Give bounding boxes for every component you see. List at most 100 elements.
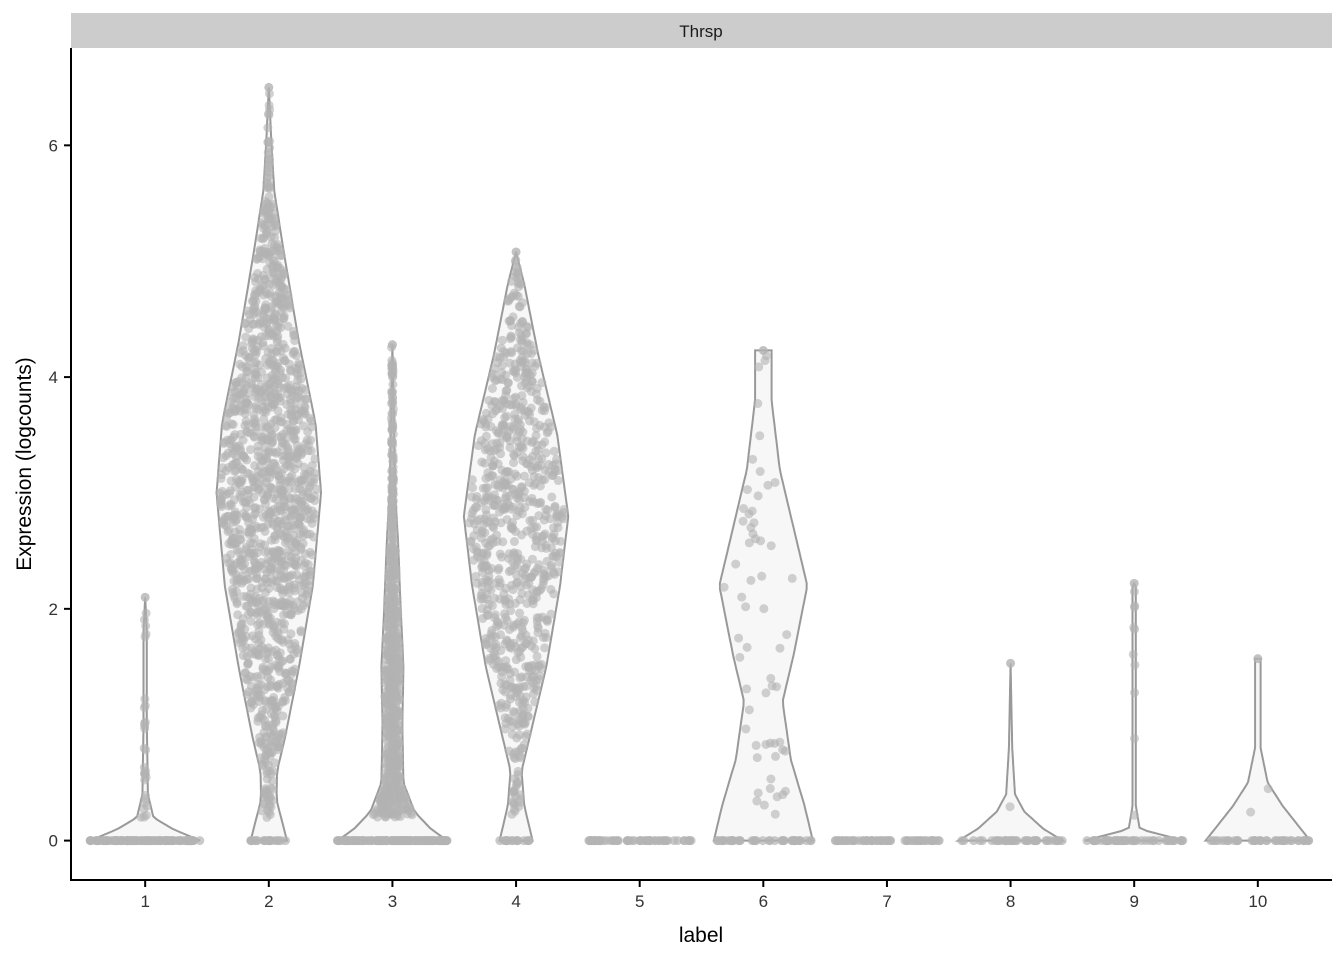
violin-group-1 bbox=[85, 592, 205, 846]
point bbox=[467, 513, 477, 523]
point bbox=[269, 399, 279, 409]
point bbox=[519, 406, 529, 416]
point bbox=[216, 500, 226, 510]
point bbox=[480, 528, 490, 538]
point bbox=[306, 567, 316, 577]
point-max bbox=[758, 345, 768, 355]
point bbox=[494, 700, 504, 710]
point bbox=[274, 738, 284, 748]
point bbox=[550, 569, 560, 579]
point bbox=[489, 523, 499, 533]
point bbox=[900, 836, 910, 846]
point bbox=[385, 678, 395, 688]
point bbox=[231, 441, 241, 451]
point bbox=[746, 575, 756, 585]
point bbox=[387, 495, 397, 505]
point bbox=[540, 402, 550, 412]
point bbox=[287, 506, 297, 516]
point bbox=[525, 416, 535, 426]
point bbox=[306, 493, 316, 503]
point bbox=[279, 560, 289, 570]
point bbox=[759, 604, 769, 614]
point bbox=[377, 796, 387, 806]
point bbox=[1089, 836, 1099, 846]
point bbox=[384, 640, 394, 650]
point bbox=[742, 642, 752, 652]
point bbox=[555, 536, 565, 546]
point bbox=[482, 605, 492, 615]
point bbox=[491, 656, 501, 666]
point bbox=[494, 563, 504, 573]
point bbox=[235, 348, 245, 358]
point bbox=[1101, 836, 1111, 846]
point bbox=[505, 294, 515, 304]
point bbox=[478, 594, 488, 604]
point bbox=[248, 418, 258, 428]
point bbox=[228, 403, 238, 413]
point bbox=[908, 836, 918, 846]
point bbox=[515, 595, 525, 605]
point bbox=[387, 424, 397, 434]
point bbox=[271, 717, 281, 727]
point bbox=[280, 696, 290, 706]
point bbox=[497, 335, 507, 345]
point bbox=[278, 711, 288, 721]
point bbox=[384, 794, 394, 804]
point-max bbox=[511, 247, 521, 257]
point bbox=[279, 313, 289, 323]
point bbox=[527, 493, 537, 503]
point bbox=[397, 785, 407, 795]
point bbox=[268, 261, 278, 271]
point bbox=[262, 610, 272, 620]
point bbox=[267, 535, 277, 545]
point bbox=[1129, 623, 1139, 633]
point bbox=[516, 425, 526, 435]
point bbox=[537, 659, 547, 669]
point bbox=[532, 616, 542, 626]
point bbox=[284, 545, 294, 555]
point bbox=[304, 440, 314, 450]
point bbox=[496, 646, 506, 656]
point bbox=[505, 675, 515, 685]
point bbox=[514, 682, 524, 692]
point bbox=[242, 468, 252, 478]
point bbox=[257, 705, 267, 715]
point bbox=[247, 836, 257, 846]
point bbox=[273, 389, 283, 399]
point bbox=[519, 471, 529, 481]
point bbox=[527, 665, 537, 675]
point bbox=[744, 509, 754, 519]
point bbox=[502, 616, 512, 626]
point bbox=[476, 436, 486, 446]
point bbox=[734, 633, 744, 643]
point bbox=[513, 291, 523, 301]
point bbox=[789, 836, 799, 846]
point bbox=[259, 414, 269, 424]
point bbox=[246, 616, 256, 626]
point bbox=[276, 506, 286, 516]
point bbox=[252, 671, 262, 681]
point bbox=[252, 548, 262, 558]
point bbox=[513, 577, 523, 587]
point bbox=[248, 304, 258, 314]
point bbox=[274, 836, 284, 846]
violin-group-9 bbox=[1082, 578, 1188, 846]
point bbox=[391, 597, 401, 607]
point bbox=[390, 775, 400, 785]
x-tick-label: 10 bbox=[1248, 892, 1267, 911]
point bbox=[742, 684, 752, 694]
point bbox=[748, 454, 758, 464]
point bbox=[751, 740, 761, 750]
point bbox=[223, 527, 233, 537]
x-tick-label: 7 bbox=[882, 892, 891, 911]
point bbox=[526, 461, 536, 471]
point bbox=[272, 682, 282, 692]
point bbox=[402, 836, 412, 846]
point bbox=[735, 652, 745, 662]
point bbox=[512, 343, 522, 353]
point bbox=[266, 769, 276, 779]
point bbox=[749, 518, 759, 528]
point bbox=[240, 384, 250, 394]
point bbox=[509, 458, 519, 468]
point bbox=[673, 836, 683, 846]
